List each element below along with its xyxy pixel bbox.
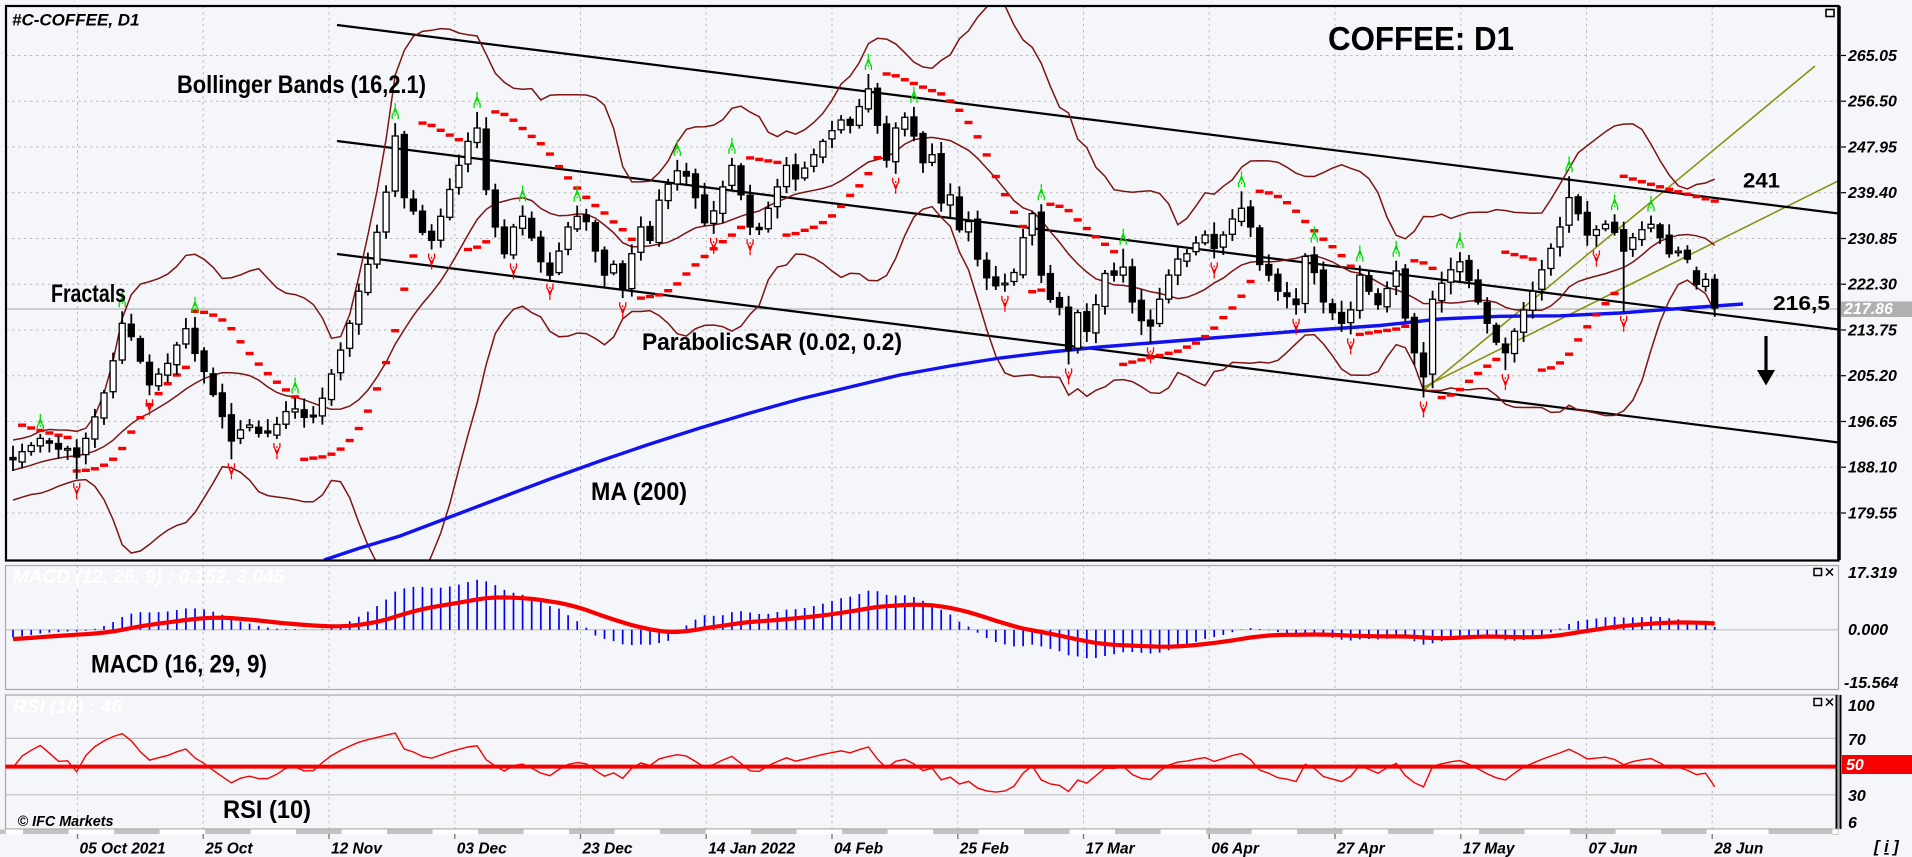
- svg-text:RSI (10): RSI (10): [223, 796, 311, 824]
- svg-text:04 Feb: 04 Feb: [834, 841, 884, 857]
- svg-text:12 Nov: 12 Nov: [331, 841, 383, 857]
- svg-text:MACD (16, 29, 9): MACD (16, 29, 9): [91, 651, 267, 679]
- svg-text:256.50: 256.50: [1847, 94, 1897, 111]
- svg-text:196.65: 196.65: [1848, 414, 1898, 431]
- svg-text:213.75: 213.75: [1847, 323, 1898, 340]
- svg-text:205.20: 205.20: [1847, 368, 1897, 385]
- svg-text:100: 100: [1848, 698, 1875, 715]
- svg-text:ParabolicSAR (0.02, 0.2): ParabolicSAR (0.02, 0.2): [642, 329, 902, 356]
- svg-text:17 Mar: 17 Mar: [1086, 841, 1136, 857]
- svg-text:0.000: 0.000: [1848, 622, 1888, 639]
- svg-text:MA (200): MA (200): [591, 478, 687, 506]
- svg-text:Bollinger Bands (16,2.1): Bollinger Bands (16,2.1): [177, 71, 426, 99]
- svg-text:25 Oct: 25 Oct: [204, 841, 253, 857]
- svg-text:30: 30: [1848, 788, 1866, 805]
- svg-text:6: 6: [1848, 815, 1857, 832]
- svg-text:247.95: 247.95: [1847, 140, 1898, 157]
- svg-text:06 Apr: 06 Apr: [1211, 841, 1260, 857]
- svg-text:188.10: 188.10: [1848, 460, 1897, 477]
- svg-text:© IFC Markets: © IFC Markets: [18, 814, 114, 830]
- svg-text:MACD (12, 26, 9) : 0.152, 3.04: MACD (12, 26, 9) : 0.152, 3.045: [13, 567, 285, 588]
- svg-text:28 Jun: 28 Jun: [1713, 841, 1763, 857]
- svg-text:27 Apr: 27 Apr: [1336, 841, 1386, 857]
- svg-text:241: 241: [1743, 170, 1780, 193]
- svg-text:07 Jun: 07 Jun: [1589, 841, 1638, 857]
- svg-text:230.85: 230.85: [1847, 231, 1898, 248]
- svg-text:239.40: 239.40: [1847, 185, 1897, 202]
- svg-text:25 Feb: 25 Feb: [959, 841, 1010, 857]
- svg-text:-15.564: -15.564: [1844, 675, 1898, 692]
- svg-text:03 Dec: 03 Dec: [457, 841, 507, 857]
- svg-text:23 Dec: 23 Dec: [582, 841, 633, 857]
- svg-text:50: 50: [1846, 757, 1864, 774]
- svg-text:05 Oct 2021: 05 Oct 2021: [80, 841, 166, 857]
- svg-text:RSI (10) : 46: RSI (10) : 46: [13, 697, 122, 718]
- svg-text:17.319: 17.319: [1848, 565, 1897, 582]
- svg-text:222.30: 222.30: [1847, 277, 1897, 294]
- svg-text:265.05: 265.05: [1847, 48, 1898, 65]
- svg-text:[ i ]: [ i ]: [1873, 838, 1899, 856]
- svg-text:COFFEE: D1: COFFEE: D1: [1328, 20, 1514, 57]
- svg-text:179.55: 179.55: [1848, 506, 1898, 523]
- svg-text:70: 70: [1848, 732, 1866, 749]
- svg-text:Fractals: Fractals: [51, 280, 126, 308]
- svg-text:14 Jan 2022: 14 Jan 2022: [708, 841, 795, 857]
- svg-text:217.86: 217.86: [1843, 301, 1893, 318]
- svg-text:17 May: 17 May: [1463, 841, 1516, 857]
- svg-text:216,5: 216,5: [1773, 293, 1830, 315]
- svg-text:#C-COFFEE, D1: #C-COFFEE, D1: [12, 11, 140, 30]
